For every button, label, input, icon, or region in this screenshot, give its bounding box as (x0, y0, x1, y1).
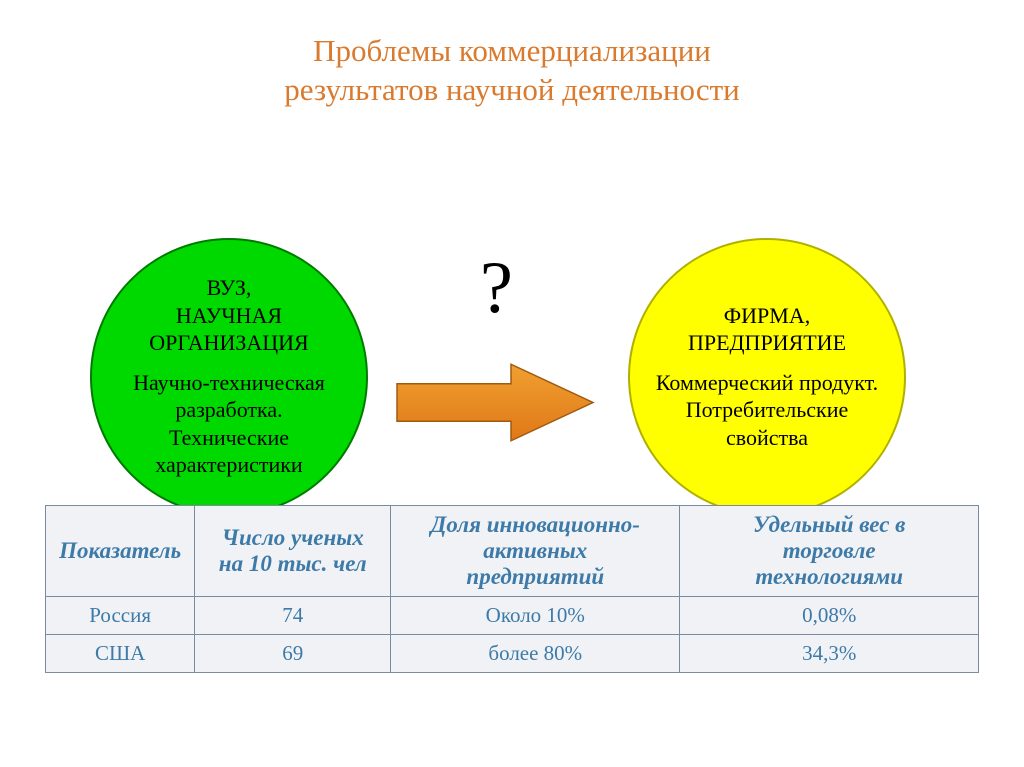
table-header-cell: Доля инновационно-активныхпредприятий (391, 506, 680, 597)
right-circle: ФИРМА,ПРЕДПРИЯТИЕ Коммерческий продукт.П… (628, 238, 906, 516)
table-cell: 0,08% (680, 597, 979, 635)
slide-title: Проблемы коммерциализации результатов на… (0, 0, 1024, 110)
left-circle: ВУЗ,НАУЧНАЯОРГАНИЗАЦИЯ Научно-техническа… (90, 238, 368, 516)
table-cell: 69 (195, 635, 391, 673)
left-circle-body: Научно-техническаяразработка.Технические… (133, 369, 325, 479)
table-header-cell: Удельный вес вторговлетехнологиями (680, 506, 979, 597)
left-circle-head: ВУЗ,НАУЧНАЯОРГАНИЗАЦИЯ (149, 274, 308, 357)
table-cell: США (46, 635, 195, 673)
arrow-icon (395, 360, 595, 450)
table-cell: 34,3% (680, 635, 979, 673)
data-table: ПоказательЧисло ученыхна 10 тыс. челДоля… (45, 505, 979, 673)
table-cell: Россия (46, 597, 195, 635)
title-line1: Проблемы коммерциализации (0, 32, 1024, 71)
table-cell: более 80% (391, 635, 680, 673)
table-header-cell: Число ученыхна 10 тыс. чел (195, 506, 391, 597)
title-line2: результатов научной деятельности (0, 71, 1024, 110)
table-header-cell: Показатель (46, 506, 195, 597)
table-row: Россия74Около 10%0,08% (46, 597, 979, 635)
right-circle-head: ФИРМА,ПРЕДПРИЯТИЕ (688, 302, 846, 357)
table-cell: 74 (195, 597, 391, 635)
table-row: США69более 80%34,3% (46, 635, 979, 673)
question-mark: ? (480, 246, 513, 331)
right-circle-body: Коммерческий продукт.Потребительскиесвой… (656, 369, 878, 452)
table-cell: Около 10% (391, 597, 680, 635)
diagram-area: ВУЗ,НАУЧНАЯОРГАНИЗАЦИЯ Научно-техническа… (0, 110, 1024, 460)
